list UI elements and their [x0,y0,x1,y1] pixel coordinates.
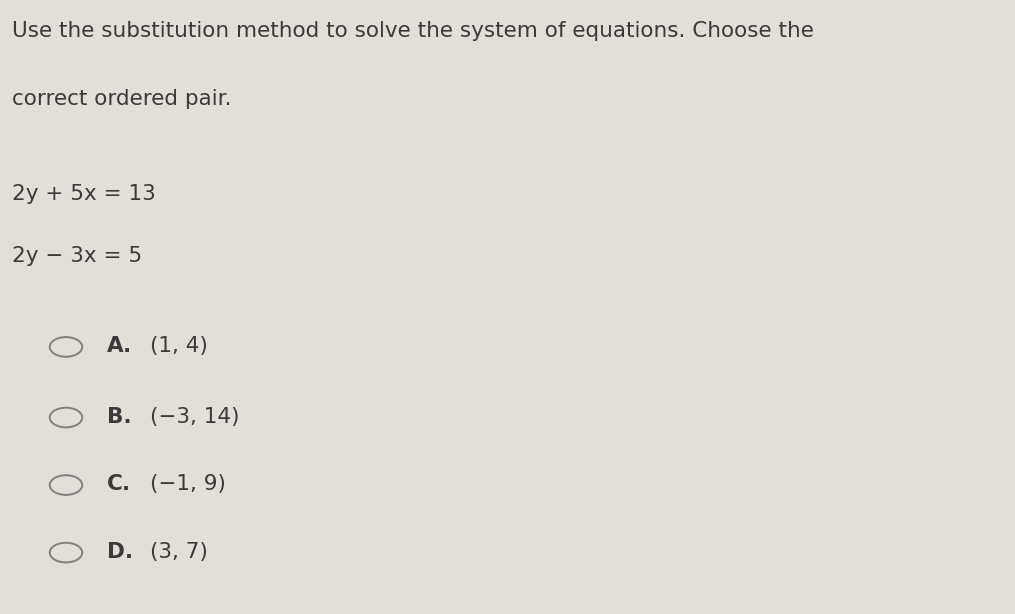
Text: correct ordered pair.: correct ordered pair. [12,89,231,109]
Text: D.: D. [107,542,133,562]
Text: (3, 7): (3, 7) [150,542,208,562]
Text: C.: C. [107,475,131,494]
Text: (1, 4): (1, 4) [150,336,208,356]
Text: A.: A. [107,336,132,356]
Text: (−1, 9): (−1, 9) [150,475,226,494]
Text: B.: B. [107,407,131,427]
Text: (−3, 14): (−3, 14) [150,407,240,427]
Text: 2y − 3x = 5: 2y − 3x = 5 [12,246,142,266]
Text: Use the substitution method to solve the system of equations. Choose the: Use the substitution method to solve the… [12,21,814,42]
Text: 2y + 5x = 13: 2y + 5x = 13 [12,184,156,204]
